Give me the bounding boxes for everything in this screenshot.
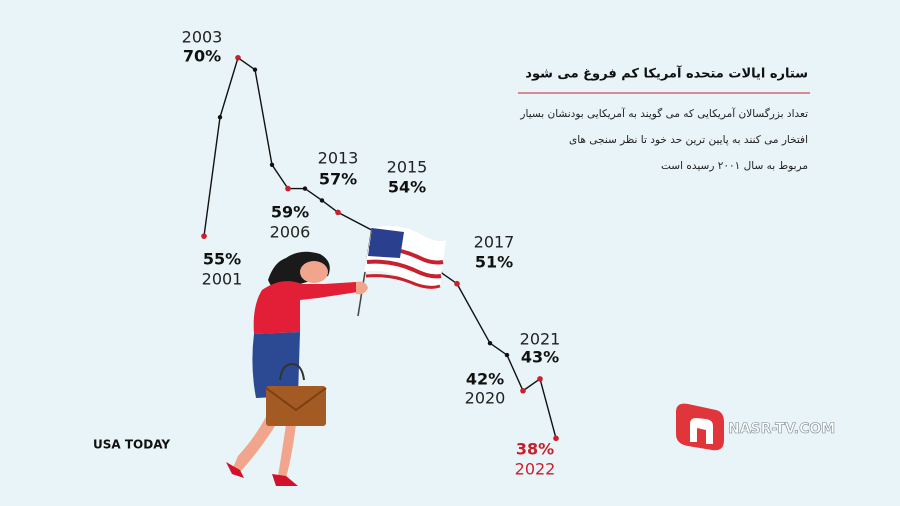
data-label: 51%	[475, 253, 513, 272]
data-label: 43%	[521, 348, 559, 367]
data-label: 42%	[466, 370, 504, 389]
year-label: 2001	[202, 270, 243, 289]
year-label: 2003	[182, 28, 223, 47]
year-label: 2006	[270, 223, 311, 242]
source: USA TODAY	[93, 438, 170, 452]
description-line: تعداد بزرگسالان آمریکایی که می گویند به …	[519, 107, 808, 120]
point	[302, 186, 308, 191]
point	[520, 387, 526, 394]
point	[235, 54, 241, 61]
data-label: 55%	[203, 250, 241, 269]
point	[553, 435, 559, 442]
point	[217, 115, 223, 120]
point	[335, 209, 341, 216]
data-label: 57%	[319, 170, 357, 189]
year-label: 2022	[515, 460, 556, 479]
data-label: 38%	[516, 440, 554, 459]
description-line: مربوط به سال ۲۰۰۱ رسیده است	[661, 160, 808, 172]
data-label: 70%	[183, 47, 221, 66]
data-label: 59%	[271, 203, 309, 222]
year-label: 2017	[474, 233, 515, 252]
point	[487, 340, 493, 346]
year-label: 2015	[387, 158, 428, 177]
chart-title: ستاره ایالات متحده آمریکا کم فروغ می شود	[525, 65, 808, 82]
point	[201, 233, 207, 239]
point	[319, 198, 325, 203]
point	[269, 162, 275, 168]
watermark: NASR-TV.COM	[728, 421, 835, 437]
data-label: 54%	[388, 178, 426, 197]
point	[537, 376, 543, 382]
year-label: 2020	[465, 389, 506, 408]
point	[454, 280, 460, 287]
watermark-logo	[676, 403, 724, 451]
point	[252, 67, 258, 72]
year-label: 2021	[520, 330, 561, 349]
point	[504, 352, 510, 358]
description-line: افتخار می کنند به پایین ترین حد خود تا ن…	[569, 134, 808, 146]
illustration	[226, 226, 446, 486]
point	[285, 185, 291, 192]
year-label: 2013	[318, 149, 359, 168]
